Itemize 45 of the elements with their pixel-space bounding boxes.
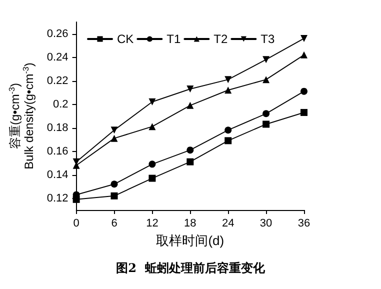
point	[148, 160, 156, 168]
point	[300, 51, 308, 58]
legend-label: T2	[214, 32, 228, 46]
point	[186, 158, 194, 166]
x-axis-title: 取样时间(d)	[156, 233, 224, 248]
x-tick-label: 6	[111, 218, 118, 230]
y-tick-label: 0.2	[53, 98, 68, 110]
legend-label: T1	[166, 32, 181, 46]
x-tick-label: 18	[184, 218, 196, 230]
point	[262, 56, 270, 64]
point	[186, 102, 194, 109]
y-tick-label: 0.26	[46, 28, 68, 40]
point	[224, 76, 232, 84]
point	[224, 137, 232, 144]
y-tick-label: 0.14	[46, 168, 68, 181]
x-tick-label: 24	[222, 218, 234, 230]
caption: 图2 蚯蚓处理前后容重变化	[116, 261, 266, 275]
point	[148, 174, 156, 182]
point	[110, 126, 118, 134]
point	[262, 120, 270, 128]
point	[186, 146, 194, 154]
x-tick-label: 0	[73, 218, 80, 230]
point	[110, 134, 118, 142]
x-tick-label: 30	[260, 218, 272, 230]
y-tick-label: 0.18	[46, 122, 68, 134]
x-tick-label: 12	[146, 218, 158, 230]
point	[224, 126, 232, 134]
point	[186, 85, 194, 92]
point	[148, 123, 156, 130]
point	[300, 34, 308, 42]
point	[300, 108, 308, 116]
point	[262, 76, 270, 84]
x-tick-label: 36	[298, 218, 310, 230]
y-tick-label: 0.16	[46, 145, 68, 158]
point	[224, 86, 232, 94]
point	[110, 192, 118, 200]
point	[262, 110, 270, 118]
point	[110, 180, 118, 188]
y-tick-label: 0.24	[46, 51, 68, 64]
y-tick-label: 0.22	[46, 74, 68, 87]
legend-label: CK	[117, 32, 134, 46]
point	[148, 98, 156, 106]
legend-label: T3	[260, 32, 276, 46]
point	[300, 88, 308, 95]
y-tick-label: 0.12	[46, 192, 68, 204]
